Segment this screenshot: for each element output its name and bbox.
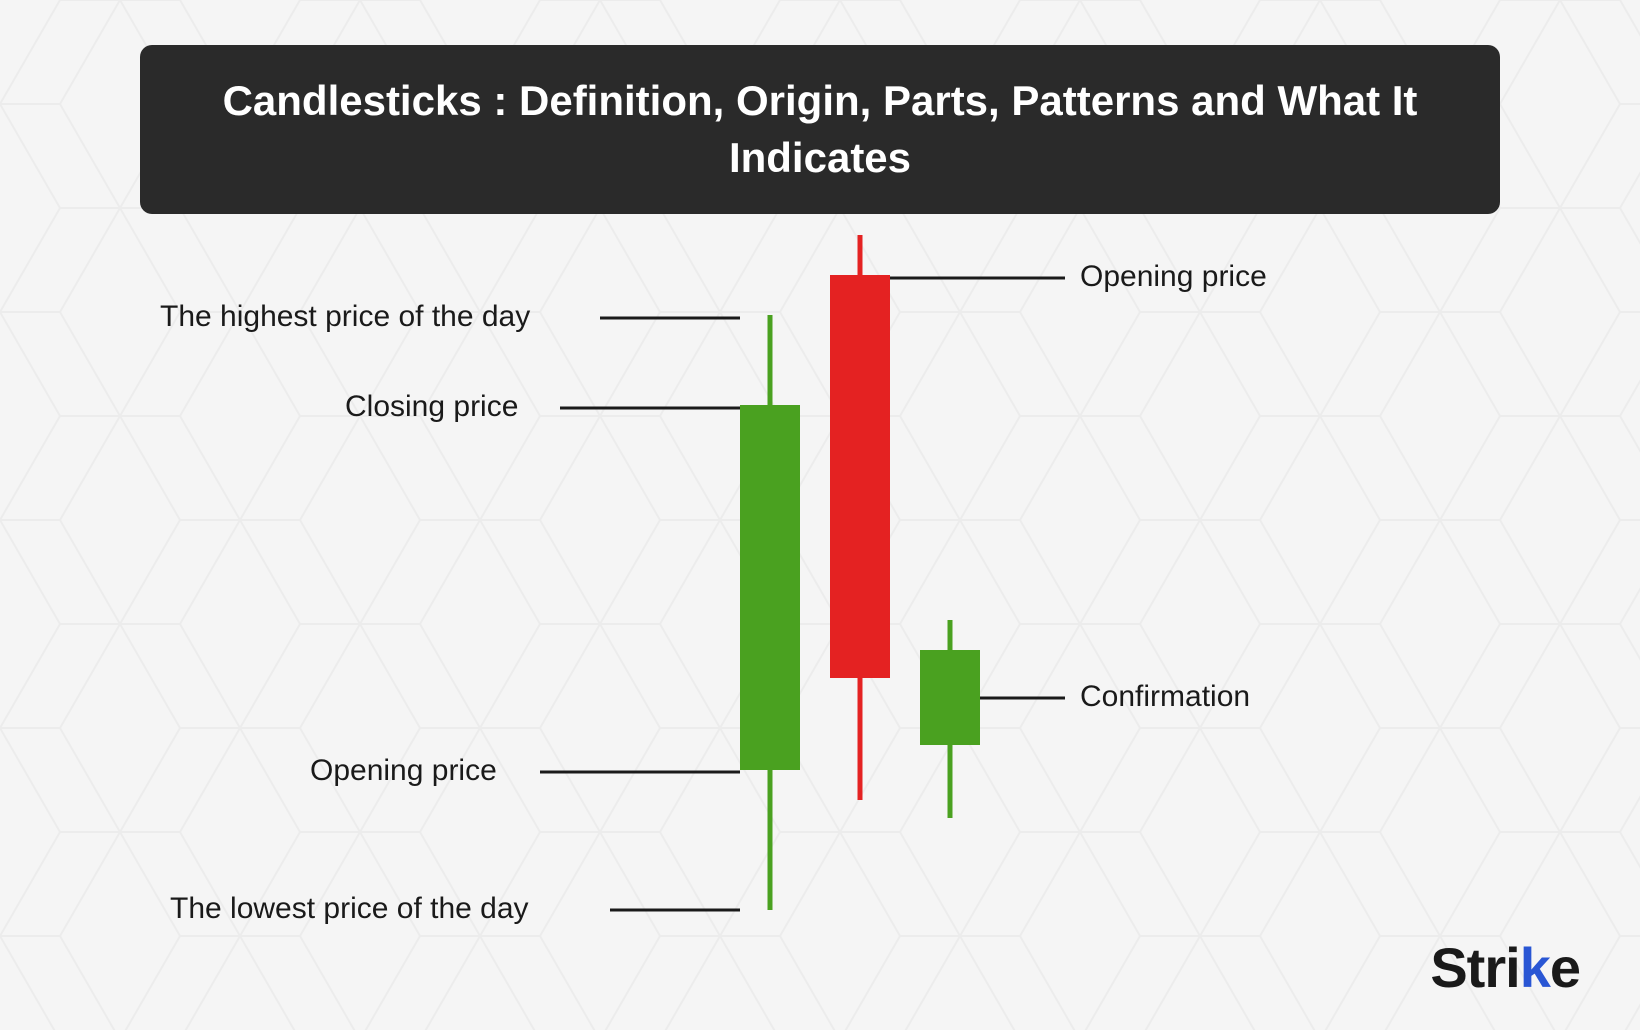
label-highest-price: The highest price of the day	[160, 300, 530, 334]
candlestick-diagram	[0, 0, 1640, 1030]
label-confirmation: Confirmation	[1080, 680, 1250, 714]
label-opening-price-bullish: Opening price	[310, 754, 497, 788]
brand-text-pre: Stri	[1430, 936, 1519, 999]
label-closing-price: Closing price	[345, 390, 518, 424]
candle-body-bullish	[740, 405, 800, 770]
candle-body-confirmation	[920, 650, 980, 745]
label-lowest-price: The lowest price of the day	[170, 892, 529, 926]
brand-text-post: e	[1550, 936, 1580, 999]
candle-body-bearish	[830, 275, 890, 678]
label-opening-price-bearish: Opening price	[1080, 260, 1267, 294]
brand-logo: Strike	[1430, 935, 1580, 1000]
brand-text-accent: k	[1520, 936, 1550, 999]
